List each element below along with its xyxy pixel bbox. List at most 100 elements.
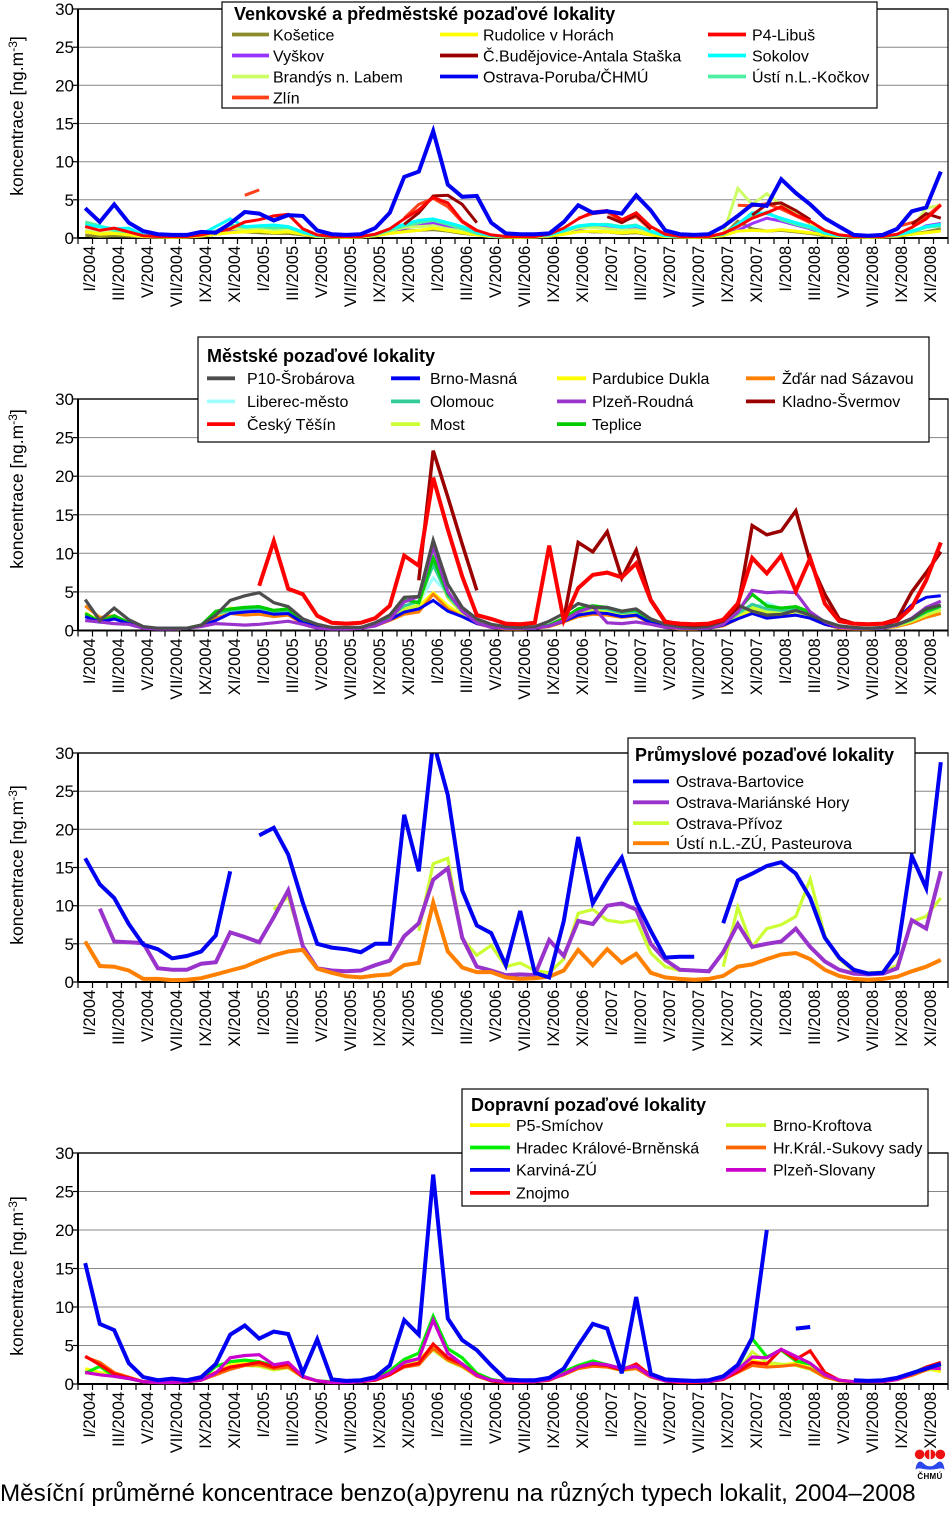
svg-text:30: 30 [55, 0, 74, 19]
svg-text:Teplice: Teplice [592, 417, 642, 434]
svg-text:Plzeň-Roudná: Plzeň-Roudná [592, 394, 694, 411]
svg-text:I/2006: I/2006 [429, 1392, 447, 1438]
svg-text:15: 15 [55, 506, 74, 525]
svg-text:XI/2005: XI/2005 [400, 990, 418, 1047]
svg-text:VII/2006: VII/2006 [516, 1392, 534, 1453]
svg-text:I/2008: I/2008 [777, 990, 795, 1036]
svg-text:XI/2005: XI/2005 [400, 638, 418, 695]
svg-text:VII/2007: VII/2007 [690, 246, 708, 307]
svg-text:Most: Most [430, 417, 465, 434]
svg-text:I/2005: I/2005 [255, 638, 273, 684]
svg-text:Ostrava-Poruba/ČHMÚ: Ostrava-Poruba/ČHMÚ [483, 67, 648, 86]
svg-text:10: 10 [55, 1298, 74, 1317]
svg-text:20: 20 [55, 76, 74, 95]
svg-text:P4-Libuš: P4-Libuš [752, 27, 815, 44]
svg-text:Český Těšín: Český Těšín [247, 415, 336, 434]
svg-text:Košetice: Košetice [273, 27, 334, 44]
svg-text:30: 30 [55, 744, 74, 763]
svg-text:III/2008: III/2008 [806, 990, 824, 1045]
svg-text:30: 30 [55, 1144, 74, 1163]
svg-text:5: 5 [65, 935, 74, 954]
svg-text:Ústí n.L.-ZÚ, Pasteurova: Ústí n.L.-ZÚ, Pasteurova [676, 834, 852, 853]
svg-text:Ostrava-Bartovice: Ostrava-Bartovice [676, 774, 804, 791]
svg-text:I/2004: I/2004 [81, 638, 99, 684]
svg-text:V/2004: V/2004 [139, 246, 157, 298]
svg-text:XI/2004: XI/2004 [226, 990, 244, 1047]
svg-text:25: 25 [55, 429, 74, 448]
svg-text:I/2007: I/2007 [603, 638, 621, 684]
svg-text:IX/2006: IX/2006 [545, 1392, 563, 1449]
svg-text:V/2005: V/2005 [313, 638, 331, 690]
svg-text:V/2005: V/2005 [313, 246, 331, 298]
svg-text:V/2007: V/2007 [661, 990, 679, 1042]
svg-text:25: 25 [55, 38, 74, 57]
svg-text:XI/2004: XI/2004 [226, 246, 244, 303]
svg-text:Ostrava-Přívoz: Ostrava-Přívoz [676, 816, 783, 833]
svg-text:Pardubice Dukla: Pardubice Dukla [592, 371, 710, 388]
svg-text:VII/2005: VII/2005 [342, 1392, 360, 1453]
svg-text:I/2004: I/2004 [81, 990, 99, 1036]
svg-text:Zlín: Zlín [273, 90, 300, 107]
svg-text:V/2004: V/2004 [139, 990, 157, 1042]
svg-text:Rudolice v Horách: Rudolice v Horách [483, 27, 614, 44]
svg-text:VII/2005: VII/2005 [342, 990, 360, 1051]
svg-text:V/2008: V/2008 [835, 1392, 853, 1444]
svg-text:XI/2007: XI/2007 [748, 990, 766, 1047]
svg-text:I/2005: I/2005 [255, 246, 273, 292]
svg-text:VII/2006: VII/2006 [516, 246, 534, 307]
svg-text:VII/2004: VII/2004 [168, 638, 186, 699]
svg-text:IX/2004: IX/2004 [197, 990, 215, 1047]
svg-text:VII/2007: VII/2007 [690, 1392, 708, 1453]
svg-text:20: 20 [55, 467, 74, 486]
svg-text:XI/2005: XI/2005 [400, 1392, 418, 1449]
svg-text:III/2006: III/2006 [458, 1392, 476, 1447]
svg-text:Měsíční průměrné koncentrace b: Měsíční průměrné koncentrace benzo(a)pyr… [0, 1480, 916, 1507]
svg-text:10: 10 [55, 897, 74, 916]
svg-text:XI/2007: XI/2007 [748, 1392, 766, 1449]
svg-text:III/2008: III/2008 [806, 246, 824, 301]
svg-text:XI/2004: XI/2004 [226, 1392, 244, 1449]
svg-text:VII/2005: VII/2005 [342, 246, 360, 307]
svg-text:koncentrace [ng.m-3]: koncentrace [ng.m-3] [6, 36, 27, 196]
svg-text:Městské pozaďové lokality: Městské pozaďové lokality [207, 346, 435, 366]
svg-text:IX/2004: IX/2004 [197, 1392, 215, 1449]
svg-text:III/2005: III/2005 [284, 246, 302, 301]
svg-text:koncentrace [ng.m-3]: koncentrace [ng.m-3] [6, 785, 27, 945]
svg-text:XI/2008: XI/2008 [922, 638, 940, 695]
svg-text:I/2005: I/2005 [255, 990, 273, 1036]
svg-text:III/2004: III/2004 [110, 246, 128, 301]
svg-text:IX/2004: IX/2004 [197, 246, 215, 303]
svg-text:I/2007: I/2007 [603, 246, 621, 292]
svg-text:III/2005: III/2005 [284, 990, 302, 1045]
svg-text:VII/2008: VII/2008 [864, 246, 882, 307]
svg-text:XI/2006: XI/2006 [574, 1392, 592, 1449]
svg-text:VII/2008: VII/2008 [864, 990, 882, 1051]
svg-text:XI/2008: XI/2008 [922, 246, 940, 303]
svg-text:I/2008: I/2008 [777, 246, 795, 292]
svg-text:III/2008: III/2008 [806, 1392, 824, 1447]
svg-text:IX/2007: IX/2007 [719, 246, 737, 303]
svg-text:Brno-Kroftova: Brno-Kroftova [773, 1118, 872, 1135]
svg-text:IX/2006: IX/2006 [545, 990, 563, 1047]
svg-text:Ostrava-Mariánské Hory: Ostrava-Mariánské Hory [676, 795, 849, 812]
svg-text:I/2004: I/2004 [81, 246, 99, 292]
svg-text:5: 5 [65, 191, 74, 210]
svg-text:IX/2005: IX/2005 [371, 1392, 389, 1449]
svg-text:IX/2007: IX/2007 [719, 1392, 737, 1449]
svg-text:15: 15 [55, 859, 74, 878]
svg-text:Karviná-ZÚ: Karviná-ZÚ [516, 1161, 597, 1180]
svg-text:V/2007: V/2007 [661, 638, 679, 690]
svg-text:koncentrace [ng.m-3]: koncentrace [ng.m-3] [6, 1196, 27, 1356]
svg-text:VII/2006: VII/2006 [516, 638, 534, 699]
svg-text:Kladno-Švermov: Kladno-Švermov [782, 392, 900, 411]
svg-text:I/2006: I/2006 [429, 990, 447, 1036]
svg-text:IX/2006: IX/2006 [545, 638, 563, 695]
svg-text:IX/2005: IX/2005 [371, 990, 389, 1047]
svg-text:Plzeň-Slovany: Plzeň-Slovany [773, 1163, 875, 1180]
svg-text:I/2008: I/2008 [777, 638, 795, 684]
svg-text:20: 20 [55, 820, 74, 839]
svg-text:Hradec Králové-Brněnská: Hradec Králové-Brněnská [516, 1140, 699, 1157]
svg-text:I/2007: I/2007 [603, 990, 621, 1036]
svg-text:P5-Smíchov: P5-Smíchov [516, 1118, 603, 1135]
svg-text:V/2005: V/2005 [313, 1392, 331, 1444]
